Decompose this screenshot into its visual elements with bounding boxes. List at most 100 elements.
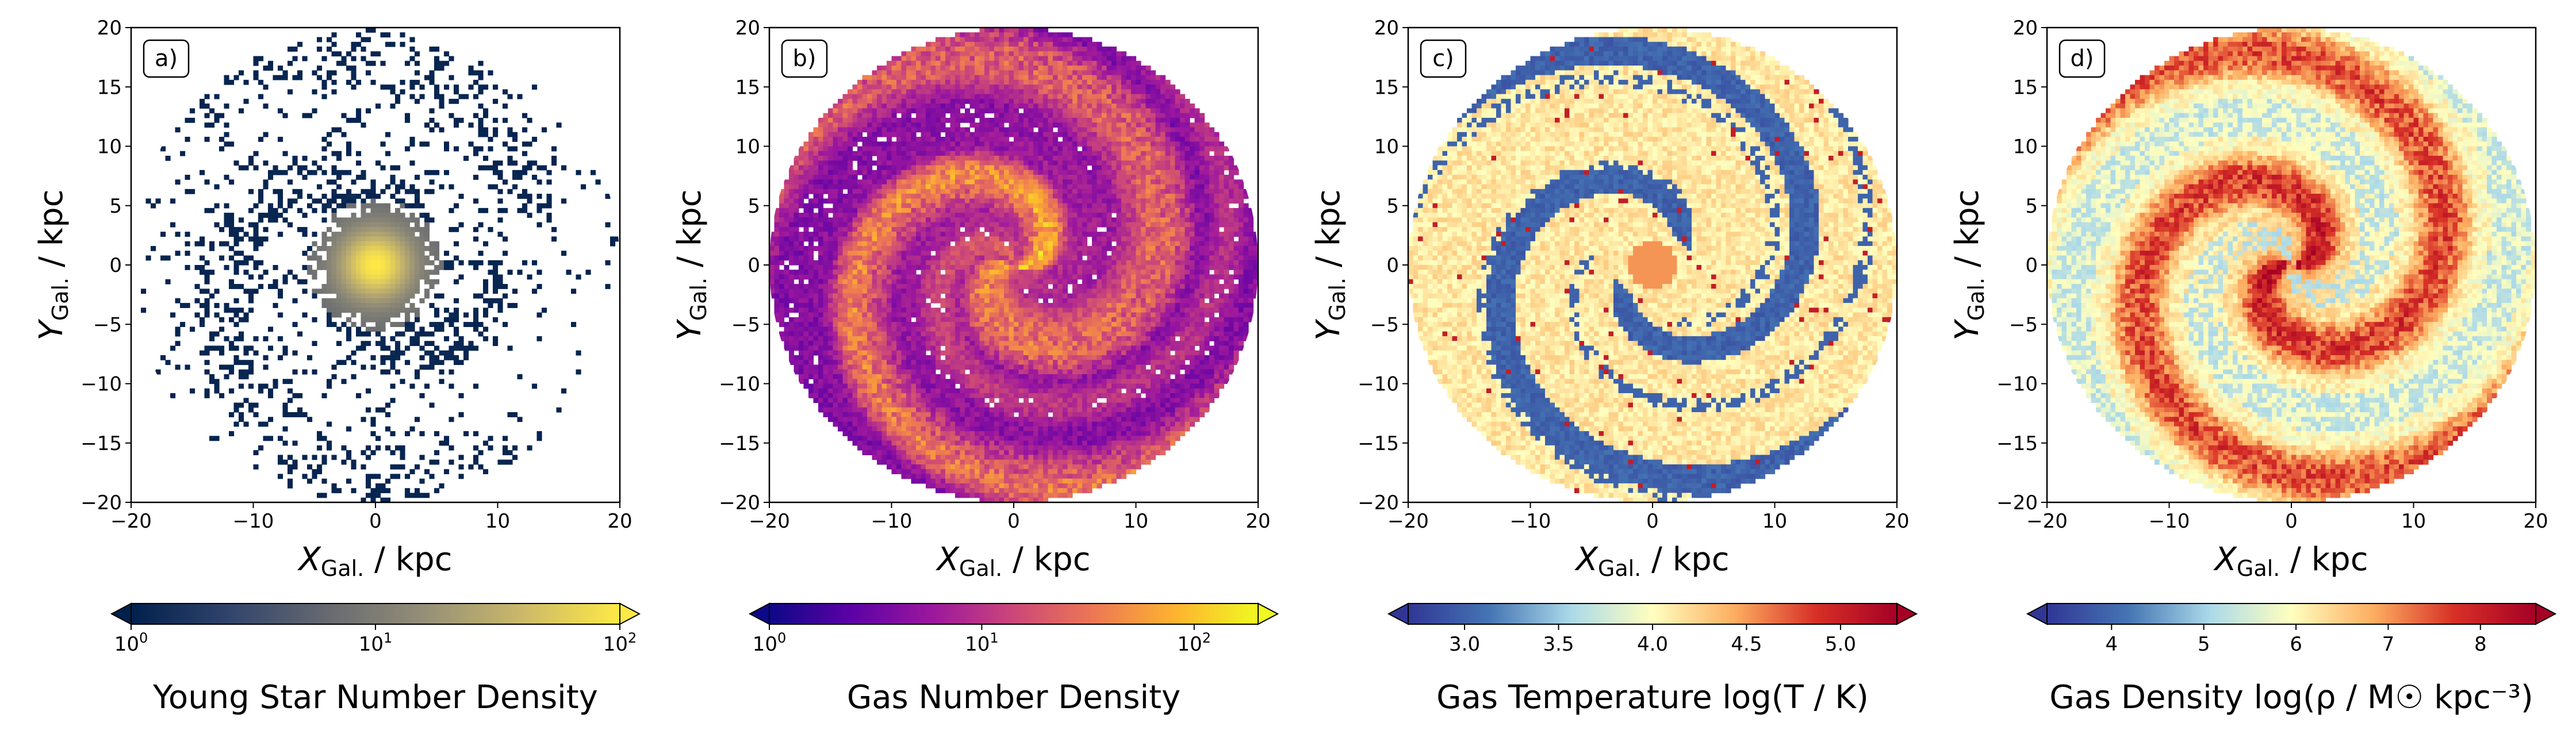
- x-tick-label: −10: [871, 510, 913, 533]
- y-tick-label: −15: [1996, 432, 2038, 455]
- y-tick-label: −15: [80, 432, 122, 455]
- panel-label: d): [2071, 45, 2094, 72]
- colorbar-label: Gas Density log(ρ / M☉ kpc⁻³): [2049, 679, 2533, 716]
- colorbar-tick-label: 3.5: [1543, 633, 1574, 656]
- heatmap-image: [769, 28, 1258, 503]
- x-axis-label: XGal. / kpc: [1574, 541, 1730, 581]
- x-tick-label: 20: [2523, 510, 2548, 533]
- y-tick-label: 5: [2025, 195, 2038, 218]
- y-tick-label: 10: [2013, 136, 2038, 159]
- x-tick-label: 20: [607, 510, 632, 533]
- colorbar-gradient: [2047, 604, 2536, 624]
- colorbar-label: Gas Number Density: [847, 679, 1180, 716]
- colorbar-tick-label: 4: [2105, 633, 2118, 656]
- y-tick-label: −20: [80, 491, 122, 514]
- colorbar-tick-label: 102: [603, 630, 637, 656]
- y-tick-label: 10: [97, 136, 122, 159]
- colorbar-gradient: [1408, 604, 1897, 624]
- colorbar-tick-label: 4.5: [1731, 633, 1762, 656]
- colorbar-tick-label: 6: [2290, 633, 2302, 656]
- colorbar-extend-low: [748, 602, 770, 625]
- x-tick-label: −20: [2026, 510, 2068, 533]
- x-tick-label: 0: [1007, 510, 1020, 533]
- y-tick-label: 10: [1374, 136, 1399, 159]
- heatmap-image: [1408, 28, 1897, 503]
- y-tick-label: 0: [1386, 254, 1399, 277]
- panel-2: −20 −10 0 10 20 −20 −15 −10 −5 0 5 10 15 20 b) XGal. / …: [671, 17, 1279, 716]
- colorbar-tick-label: 5.0: [1825, 633, 1856, 656]
- colorbar-extend-high: [1258, 602, 1279, 625]
- colorbar-tick-label: 3.0: [1449, 633, 1480, 656]
- colorbar-tick-label: 102: [1178, 630, 1212, 656]
- colorbar-extend-high: [2535, 602, 2557, 625]
- x-axis-label: XGal. / kpc: [936, 541, 1091, 581]
- x-tick-label: 20: [1884, 510, 1909, 533]
- colorbar-gradient: [131, 604, 620, 624]
- colorbar-extend-high: [619, 602, 641, 625]
- colorbar-tick-label: 101: [359, 630, 393, 656]
- colorbar: 3.0 3.5 4.0 4.5 5.0 Gas Temperature log(T / K…: [1387, 602, 1918, 716]
- y-tick-label: −20: [719, 491, 760, 514]
- y-tick-label: 10: [735, 136, 760, 159]
- x-tick-label: 0: [2285, 510, 2298, 533]
- x-axis-label: XGal. / kpc: [2213, 541, 2368, 581]
- y-tick-label: 15: [97, 76, 122, 99]
- colorbar: 4 5 6 7 8 Gas Density log(ρ / M☉ kpc⁻³): [2026, 602, 2557, 716]
- panel-label-box: [143, 39, 190, 78]
- y-tick-label: −5: [2009, 313, 2038, 336]
- y-axis-label: YGal. / kpc: [671, 190, 711, 341]
- heatmap-image: [2047, 28, 2536, 503]
- colorbar-extend-low: [2026, 602, 2048, 625]
- x-tick-label: 20: [1245, 510, 1270, 533]
- y-tick-label: −5: [731, 313, 760, 336]
- colorbar-extend-low: [1387, 602, 1409, 625]
- y-tick-label: 20: [2013, 17, 2038, 40]
- x-tick-label: −20: [110, 510, 152, 533]
- y-tick-label: 15: [1374, 76, 1399, 99]
- y-axis-label: YGal. / kpc: [33, 190, 73, 341]
- colorbar-extend-low: [110, 602, 132, 625]
- y-axis-label: YGal. / kpc: [1949, 190, 1989, 341]
- colorbar-label: Young Star Number Density: [152, 679, 598, 716]
- y-tick-label: 5: [1386, 195, 1399, 218]
- x-tick-label: 10: [2401, 510, 2426, 533]
- colorbar-frame: [769, 603, 1259, 625]
- x-tick-label: −20: [1387, 510, 1429, 533]
- colorbar: 100 101 102 Gas Number Density: [748, 602, 1279, 716]
- panel-3: −20 −10 0 10 20 −20 −15 −10 −5 0 5 10 15 20 c) XGal. / …: [1310, 17, 1918, 716]
- y-tick-label: 15: [2013, 76, 2038, 99]
- y-tick-label: −5: [93, 313, 122, 336]
- y-tick-label: 0: [2025, 254, 2038, 277]
- y-tick-label: −15: [1358, 432, 1399, 455]
- colorbar-gradient: [769, 604, 1258, 624]
- x-tick-label: −20: [749, 510, 790, 533]
- x-tick-label: −10: [233, 510, 274, 533]
- colorbar-tick-label: 100: [753, 630, 787, 656]
- panel-label: c): [1432, 45, 1454, 72]
- y-axis-label: YGal. / kpc: [1310, 190, 1350, 341]
- colorbar-tick-label: 101: [965, 630, 999, 656]
- x-tick-label: 0: [369, 510, 382, 533]
- y-tick-label: 0: [747, 254, 760, 277]
- colorbar-tick-label: 4.0: [1637, 633, 1668, 656]
- x-tick-label: 0: [1646, 510, 1659, 533]
- x-tick-label: 10: [485, 510, 510, 533]
- x-axis-label: XGal. / kpc: [297, 541, 453, 581]
- y-tick-label: −10: [1358, 373, 1399, 396]
- panel-label-box: [1420, 39, 1467, 78]
- y-tick-label: 0: [109, 254, 122, 277]
- colorbar-tick-label: 8: [2474, 633, 2487, 656]
- colorbar-extend-high: [1896, 602, 1918, 625]
- y-tick-label: 5: [109, 195, 122, 218]
- x-tick-label: −10: [1510, 510, 1551, 533]
- panel-1: −20 −10 0 10 20 −20 −15 −10 −5 0 5 10 15 20 a) XGal. / …: [33, 17, 641, 716]
- heatmap-image: [141, 28, 620, 503]
- panel-label: a): [155, 45, 178, 72]
- y-tick-label: 20: [97, 17, 122, 40]
- x-tick-label: 10: [1762, 510, 1787, 533]
- panel-label-box: [781, 39, 828, 78]
- colorbar-tick-label: 100: [114, 630, 148, 656]
- y-tick-label: 15: [735, 76, 760, 99]
